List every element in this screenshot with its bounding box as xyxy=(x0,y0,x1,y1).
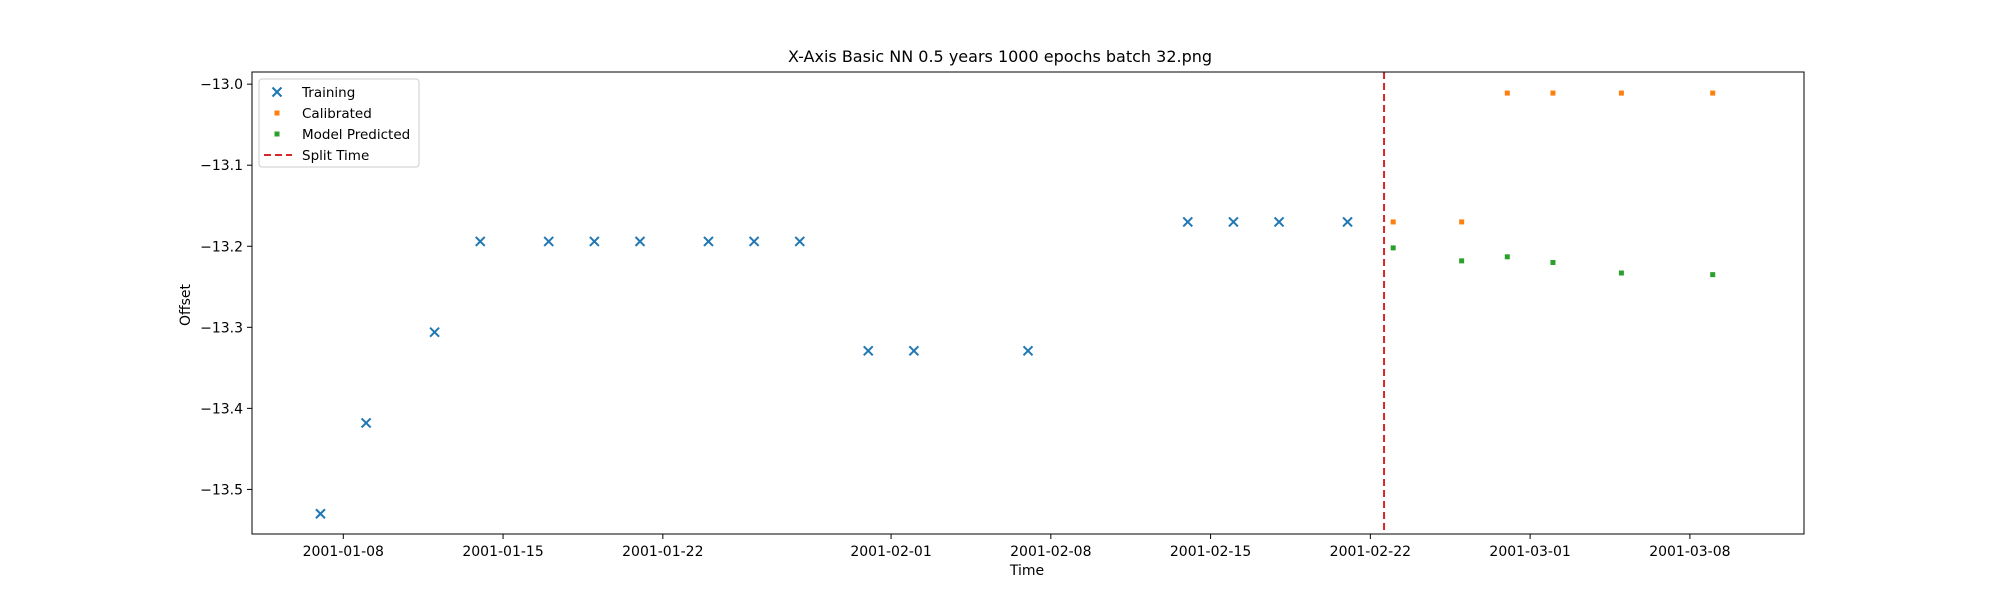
y-axis-title: Offset xyxy=(178,283,194,326)
model-predicted-legend-marker xyxy=(274,131,280,137)
y-axis-ticks: −13.5 −13.4 −13.3 −13.2 −13.1 −13.0 xyxy=(200,77,252,498)
model-predicted-point xyxy=(1618,270,1624,276)
training-point xyxy=(1228,216,1239,228)
model-predicted-point xyxy=(1504,254,1510,260)
y-tick-label: −13.5 xyxy=(200,482,243,498)
training-point xyxy=(543,236,554,247)
training-point xyxy=(315,508,326,519)
y-tick-label: −13.2 xyxy=(200,239,243,255)
x-tick-label: 2001-02-01 xyxy=(850,544,931,560)
x-tick-label: 2001-01-08 xyxy=(303,544,384,560)
x-tick-label: 2001-02-15 xyxy=(1170,544,1251,560)
model-predicted-point xyxy=(1710,272,1716,278)
x-tick-label: 2001-02-08 xyxy=(1010,544,1091,560)
calibrated-point xyxy=(1710,90,1716,96)
training-point xyxy=(429,326,440,338)
model-predicted-point xyxy=(1390,245,1396,251)
x-axis-title: Time xyxy=(1009,563,1044,579)
y-tick-label: −13.4 xyxy=(200,401,243,417)
training-point xyxy=(475,236,486,247)
legend-label: Split Time xyxy=(302,148,369,164)
model-predicted-point xyxy=(1550,259,1556,265)
training-point xyxy=(1022,345,1034,357)
data-marks xyxy=(315,90,1716,519)
model-predicted-point xyxy=(1459,258,1465,264)
x-axis-ticks: 2001-01-08 2001-01-15 2001-01-22 2001-02-01… xyxy=(303,534,1731,560)
calibrated-point xyxy=(1504,90,1510,96)
legend-box xyxy=(258,78,420,168)
x-tick-label: 2001-03-08 xyxy=(1649,544,1730,560)
training-point xyxy=(1273,216,1285,228)
x-tick-label: 2001-01-15 xyxy=(462,544,543,560)
legend: Training Calibrated Model Predicted Split T… xyxy=(258,78,420,168)
legend-label: Training xyxy=(301,85,355,101)
x-tick-label: 2001-01-22 xyxy=(622,544,703,560)
training-point xyxy=(863,345,874,357)
calibrated-point xyxy=(1390,219,1396,225)
calibrated-point xyxy=(1550,90,1556,96)
x-tick-label: 2001-02-22 xyxy=(1330,544,1411,560)
training-point xyxy=(1182,216,1193,228)
calibrated-point xyxy=(1618,90,1624,96)
training-point xyxy=(589,236,600,247)
y-tick-label: −13.1 xyxy=(200,158,243,174)
training-point xyxy=(748,236,760,247)
calibrated-legend-marker xyxy=(274,110,280,116)
training-point xyxy=(794,236,805,247)
y-tick-label: −13.0 xyxy=(200,77,243,93)
training-point xyxy=(703,236,714,247)
calibrated-point xyxy=(1459,219,1465,225)
legend-label: Model Predicted xyxy=(302,127,410,143)
plot-frame xyxy=(251,71,1805,535)
chart-title: X-Axis Basic NN 0.5 years 1000 epochs ba… xyxy=(788,47,1212,66)
y-tick-label: −13.3 xyxy=(200,320,243,336)
legend-label: Calibrated xyxy=(302,106,372,122)
training-point xyxy=(1342,216,1353,228)
training-point xyxy=(360,417,372,429)
training-point xyxy=(908,345,920,357)
x-tick-label: 2001-03-01 xyxy=(1489,544,1570,560)
training-legend-marker xyxy=(271,86,283,98)
training-point xyxy=(634,236,646,247)
